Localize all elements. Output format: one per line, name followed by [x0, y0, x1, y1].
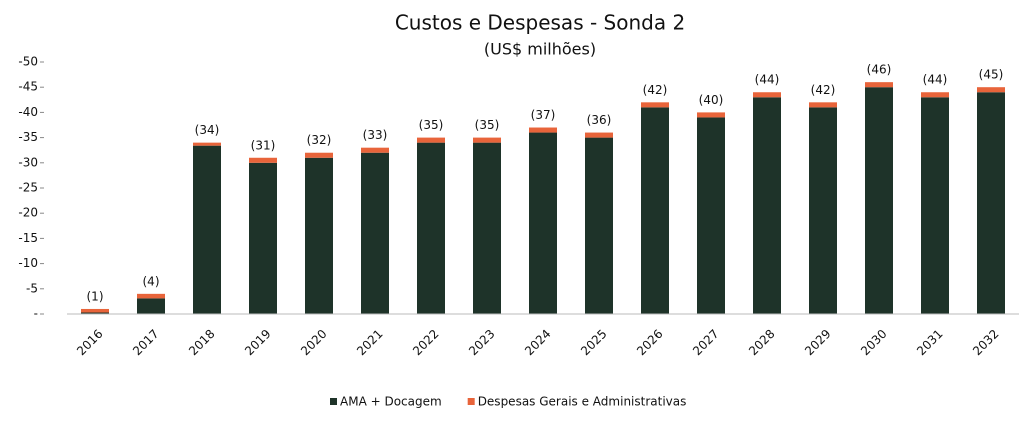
total-label: (36)	[587, 113, 612, 127]
bar-segment	[137, 293, 165, 299]
total-label: (34)	[195, 123, 220, 137]
legend-label: Despesas Gerais e Administrativas	[478, 395, 687, 409]
bar-segment	[473, 137, 501, 143]
bar-segment	[977, 92, 1005, 315]
x-tick-label: 2023	[466, 327, 497, 358]
x-tick-label: 2017	[130, 327, 161, 358]
y-tick-label: -10	[18, 256, 38, 270]
y-tick-label: -20	[18, 206, 38, 220]
legend-swatch	[467, 398, 475, 405]
total-label: (35)	[475, 118, 500, 132]
total-label: (44)	[755, 73, 780, 87]
x-tick-label: 2019	[242, 327, 273, 358]
bar-segment	[921, 97, 949, 314]
x-tick-label: 2016	[74, 327, 105, 358]
x-tick-label: 2030	[858, 327, 889, 358]
bar-segment	[473, 142, 501, 314]
y-tick-label: -5	[26, 281, 38, 295]
bar-segment	[753, 92, 781, 98]
bar-segment	[697, 117, 725, 314]
total-label: (40)	[699, 93, 724, 107]
x-tick-label: 2024	[522, 327, 553, 358]
x-tick-label: 2031	[914, 327, 945, 358]
bar-segment	[865, 87, 893, 314]
x-tick-label: 2022	[410, 327, 441, 358]
y-tick-label: -15	[18, 231, 38, 245]
bar-segment	[417, 142, 445, 314]
bar-segment	[193, 145, 221, 314]
chart-title: Custos e Despesas - Sonda 2	[395, 11, 685, 35]
legend-label: AMA + Docagem	[340, 395, 442, 409]
total-label: (42)	[643, 83, 668, 97]
chart-subtitle: (US$ milhões)	[484, 40, 596, 59]
bar-segment	[809, 107, 837, 314]
bar-segment	[137, 298, 165, 314]
x-tick-label: 2029	[802, 327, 833, 358]
bar-segment	[249, 162, 277, 314]
total-label: (32)	[307, 133, 332, 147]
legend-swatch	[330, 398, 337, 405]
y-tick-label: -45	[18, 80, 38, 94]
bar-segment	[865, 82, 893, 88]
total-label: (37)	[531, 108, 556, 122]
bar-segment	[921, 92, 949, 98]
x-tick-label: 2032	[970, 327, 1001, 358]
y-tick-label: -	[34, 307, 38, 321]
total-label: (4)	[143, 274, 160, 288]
bar-segment	[193, 142, 221, 146]
bar-segment	[305, 157, 333, 314]
bar-segment	[585, 132, 613, 138]
y-tick-label: -40	[18, 105, 38, 119]
bar-segment	[585, 137, 613, 314]
x-tick-label: 2020	[298, 327, 329, 358]
bar-segment	[249, 157, 277, 163]
x-tick-label: 2018	[186, 327, 217, 358]
y-tick-label: -30	[18, 155, 38, 169]
total-label: (46)	[867, 63, 892, 77]
bar-segment	[361, 152, 389, 314]
bar-segment	[977, 87, 1005, 93]
y-tick-label: -25	[18, 181, 38, 195]
total-label: (1)	[87, 289, 104, 303]
y-tick-label: -50	[18, 55, 38, 69]
bar-segment	[81, 312, 109, 314]
bar-segment	[809, 102, 837, 108]
bar-segment	[81, 308, 109, 313]
bar-segment	[529, 127, 557, 133]
y-tick-label: -35	[18, 130, 38, 144]
total-label: (33)	[363, 128, 388, 142]
bar-segment	[641, 102, 669, 108]
bar-segment	[753, 97, 781, 314]
x-tick-label: 2025	[578, 327, 609, 358]
x-tick-label: 2026	[634, 327, 665, 358]
total-label: (45)	[979, 68, 1004, 82]
bar-segment	[417, 137, 445, 143]
total-label: (31)	[251, 138, 276, 152]
bar-segment	[305, 152, 333, 158]
bar-segment	[697, 112, 725, 118]
x-tick-label: 2021	[354, 327, 385, 358]
total-label: (42)	[811, 83, 836, 97]
bar-segment	[529, 132, 557, 314]
total-label: (35)	[419, 118, 444, 132]
x-tick-label: 2028	[746, 327, 777, 358]
bar-segment	[361, 147, 389, 153]
total-label: (44)	[923, 73, 948, 87]
bar-segment	[641, 107, 669, 314]
x-tick-label: 2027	[690, 327, 721, 358]
